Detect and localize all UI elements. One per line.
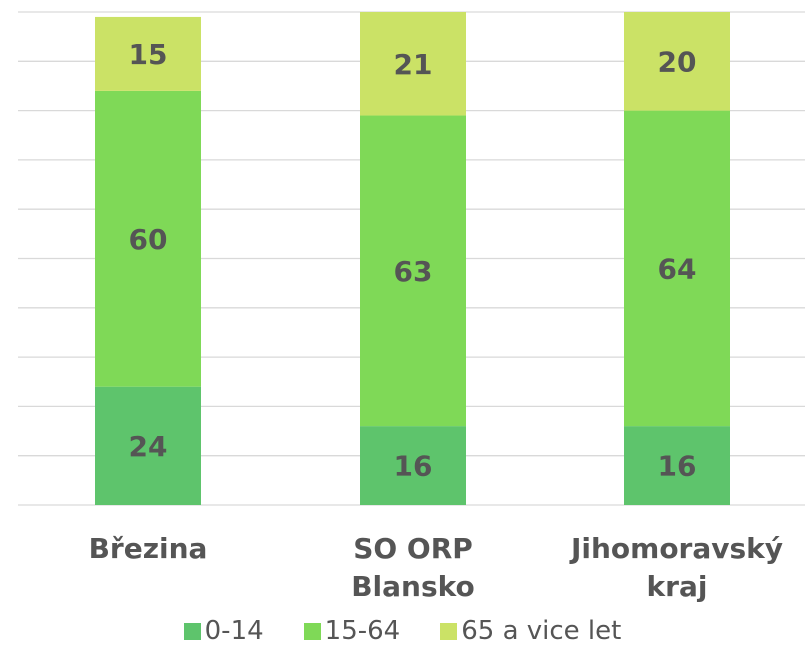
legend-item: 0-14	[183, 616, 264, 646]
x-tick-label: SO ORP Blansko	[351, 532, 475, 603]
legend-label: 65 a vice let	[461, 616, 622, 646]
data-label: 63	[394, 255, 433, 288]
data-label: 20	[658, 45, 697, 78]
legend: 0-14 15-64 65 a vice let	[0, 616, 805, 646]
bar-segment	[624, 12, 730, 111]
bar-segment	[360, 12, 466, 116]
legend-label: 15-64	[324, 616, 401, 646]
x-tick-label: Jihomoravský kraj	[570, 532, 784, 603]
bar-segment	[624, 110, 730, 427]
data-label: 24	[129, 430, 168, 463]
x-tick-label: Březina	[88, 532, 208, 565]
bar-segment	[360, 426, 466, 505]
data-label: 60	[129, 223, 168, 256]
bar-segment	[624, 426, 730, 505]
legend-label: 0-14	[204, 616, 264, 646]
legend-swatch	[303, 622, 321, 640]
legend-item: 65 a vice let	[440, 616, 621, 646]
data-label: 16	[658, 450, 697, 483]
legend-swatch	[183, 622, 201, 640]
bar-segment	[95, 90, 201, 387]
bar-segment	[360, 115, 466, 427]
legend-swatch	[440, 622, 458, 640]
data-label: 16	[394, 450, 433, 483]
data-label: 15	[129, 38, 168, 71]
bar-segment	[95, 16, 201, 91]
data-label: 21	[394, 48, 433, 81]
bar-segment	[95, 386, 201, 505]
legend-item: 15-64	[303, 616, 401, 646]
data-label: 64	[658, 252, 697, 285]
